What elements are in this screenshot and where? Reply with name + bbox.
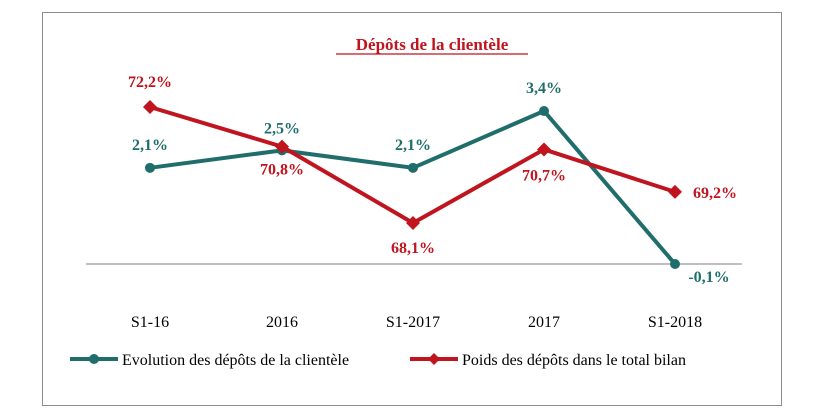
data-label: 2,5% [264, 120, 300, 137]
series-1-point [539, 106, 549, 116]
series-2-point [406, 216, 420, 230]
legend-marker [428, 353, 440, 365]
x-tick-label: S1-16 [131, 314, 169, 331]
data-label: 2,1% [132, 137, 168, 154]
series-2-point [668, 184, 682, 199]
x-tick-label: S1-2017 [386, 314, 440, 331]
data-label: 70,8% [260, 162, 304, 179]
series-2-point [275, 139, 289, 154]
data-label: 68,1% [391, 240, 435, 257]
data-label: 69,2% [693, 185, 737, 202]
legend-marker [89, 354, 99, 364]
data-label: 72,2% [128, 74, 172, 91]
series-1-point [145, 162, 155, 173]
series-2-point [537, 142, 551, 157]
x-tick-label: 2016 [266, 314, 298, 331]
chart-title: Dépôts de la clientèle [356, 35, 509, 54]
x-tick-label: 2017 [528, 314, 560, 331]
series-2-point [143, 100, 157, 114]
legend-label: Poids des dépôts dans le total bilan [462, 352, 686, 369]
data-label: 3,4% [526, 80, 562, 97]
x-tick-label: S1-2018 [648, 314, 702, 331]
data-label: 2,1% [395, 137, 431, 154]
chart-frame [42, 12, 782, 406]
legend-label: Evolution des dépôts de la clientèle [122, 352, 349, 369]
data-label: 70,7% [522, 167, 566, 184]
series-1-point [670, 259, 680, 269]
data-label: -0,1% [688, 269, 729, 286]
series-1-point [408, 162, 418, 173]
